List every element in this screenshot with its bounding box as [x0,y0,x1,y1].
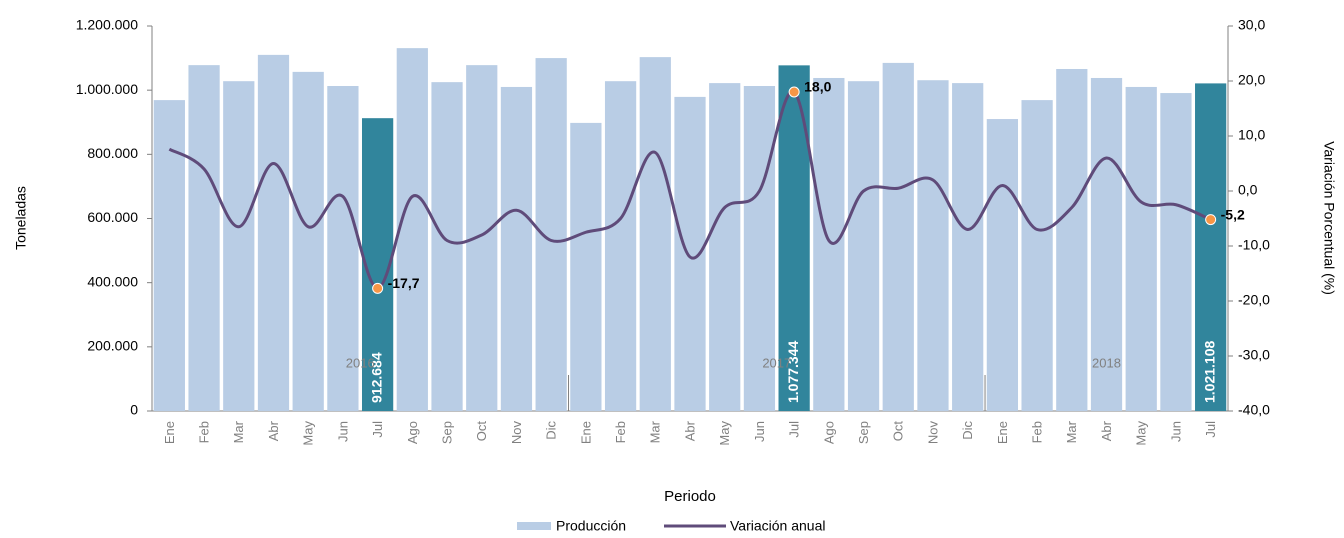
y-tick-label: 1.000.000 [76,81,138,97]
bar [292,71,324,412]
x-tick-label: May [301,421,316,446]
bar [570,122,602,412]
bar [1125,86,1157,411]
line-value-label: -17,7 [388,275,420,291]
x-tick-label: Jul [1203,421,1218,438]
bar [500,86,533,411]
x-tick-label: Dic [544,421,559,440]
bar [1195,83,1227,411]
y2-tick-label: -20,0 [1238,292,1270,308]
x-tick-label: Nov [925,421,940,445]
y2-tick-label: -40,0 [1238,402,1270,418]
x-tick-label: Mar [1064,420,1079,443]
x-tick-label: Jul [370,421,385,438]
x-tick-label: Ago [405,421,420,444]
y-tick-label: 600.000 [87,209,138,225]
bar [223,81,255,411]
x-tick-label: Jun [1168,421,1183,442]
bar [1160,93,1192,411]
bar [639,57,671,411]
y-tick-label: 0 [130,402,138,418]
bar [153,100,185,412]
y-tick-label: 400.000 [87,273,138,289]
line-marker [788,86,800,98]
bar [847,81,880,411]
x-tick-label: Sep [856,421,871,444]
line-value-label: -5,2 [1221,206,1245,222]
x-axis-title: Periodo [664,488,716,505]
x-tick-label: Feb [1030,421,1045,443]
bar-value-label: 912.684 [368,352,384,403]
bar [361,118,394,412]
x-tick-label: Ago [821,421,836,444]
bar [917,80,949,412]
group-label: 2017 [762,355,791,370]
bar [743,85,776,411]
x-tick-label: Dic [960,421,975,440]
bar [882,62,914,411]
y-tick-label: 200.000 [87,338,138,354]
x-tick-label: Sep [439,421,454,444]
legend-swatch [517,522,551,530]
bar [1056,68,1088,411]
y2-axis-title: Variación Porcentual (%) [1321,141,1337,295]
bar [986,119,1019,412]
x-tick-label: Nov [509,421,524,445]
x-tick-label: May [1134,421,1149,446]
bar [396,48,428,411]
x-tick-label: Ene [578,421,593,444]
line [168,90,1212,290]
y-tick-label: 800.000 [87,145,138,161]
x-tick-label: Jun [752,421,767,442]
x-tick-label: Ene [162,421,177,444]
bar [188,65,220,412]
y2-tick-label: 10,0 [1238,127,1265,143]
bar [1021,100,1053,412]
x-tick-label: Abr [1099,420,1114,441]
bar [709,83,741,411]
legend-label: Producción [556,518,626,534]
bar-value-label: 1.077.344 [785,341,801,403]
y-axis-title: Toneladas [13,186,29,250]
bar [431,82,463,411]
x-tick-label: Oct [891,421,906,442]
bar [257,54,290,411]
y2-tick-label: 30,0 [1238,17,1265,33]
x-tick-label: Jun [335,421,350,442]
line-marker [372,282,384,294]
x-tick-label: Ene [995,421,1010,444]
bar [327,85,359,411]
bar [952,83,984,411]
y2-tick-label: 0,0 [1238,182,1258,198]
y2-tick-label: 20,0 [1238,72,1265,88]
bar [535,58,567,411]
x-tick-label: Oct [474,421,489,442]
line-marker [1205,214,1217,226]
group-label: 2016 [346,355,375,370]
y2-tick-label: -10,0 [1238,237,1270,253]
legend-label: Variación anual [730,518,825,534]
x-tick-label: Abr [266,420,281,441]
x-tick-label: Feb [197,421,212,443]
bar [466,65,498,412]
x-tick-label: Abr [682,420,697,441]
x-tick-label: May [717,421,732,446]
bar [1090,77,1123,411]
bar-value-label: 1.021.108 [1201,341,1217,403]
x-tick-label: Feb [613,421,628,443]
y2-tick-label: -30,0 [1238,347,1270,363]
bar [604,81,637,411]
x-tick-label: Mar [648,420,663,443]
y-tick-label: 1.200.000 [76,17,138,33]
x-tick-label: Mar [231,420,246,443]
group-label: 2018 [1092,355,1121,370]
line-value-label: 18,0 [804,79,831,95]
x-tick-label: Jul [787,421,802,438]
bar [813,77,845,411]
